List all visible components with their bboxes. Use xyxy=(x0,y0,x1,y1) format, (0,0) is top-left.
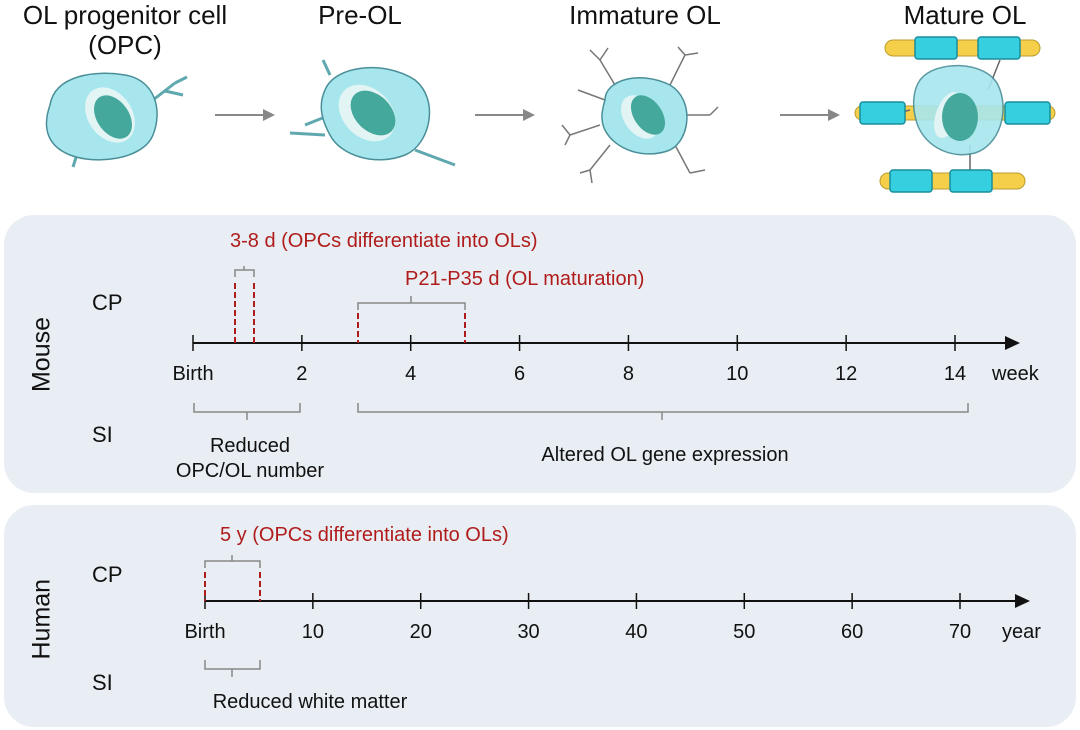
stage-title-immature-ol: Immature OL xyxy=(569,0,721,30)
nucleus xyxy=(942,93,978,141)
human-si-label: SI xyxy=(92,670,113,695)
progression-arrow-icon xyxy=(215,109,275,121)
human-tick-label: 60 xyxy=(841,621,864,643)
human-tick-label: 40 xyxy=(625,621,648,643)
nucleus xyxy=(350,90,396,136)
human-si-note-reduced: Reduced white matter xyxy=(212,691,408,713)
human-si-bracket xyxy=(204,660,261,677)
opc-cell-illustration xyxy=(45,72,188,168)
mouse-si-note-reduced-line1: Reduced xyxy=(209,435,291,457)
human-axis-arrowhead-icon xyxy=(1015,594,1030,608)
mouse-tick-label: 2 xyxy=(296,363,308,385)
mouse-tick-label: 14 xyxy=(943,363,967,385)
human-cp-label: CP xyxy=(92,562,123,587)
pre-ol-cell-illustration xyxy=(289,59,456,167)
mouse-cp-label: CP xyxy=(92,290,123,315)
mouse-axis-arrowhead-icon xyxy=(1005,336,1020,350)
nucleus xyxy=(93,95,133,139)
mouse-tick-label: 12 xyxy=(835,363,858,385)
human-tick-label: 70 xyxy=(948,621,972,643)
stage-title-opc-line1: OL progenitor cell xyxy=(22,0,228,30)
mouse-timeline-panel xyxy=(4,215,1076,493)
mouse-si-note-reduced-line2: OPC/OL number xyxy=(175,460,325,482)
myelin-sheaths xyxy=(859,36,1051,193)
human-timeline-panel xyxy=(4,505,1076,727)
mature-ol-cell-illustration xyxy=(854,36,1056,193)
process-line xyxy=(321,59,332,76)
mouse-tick-label: 4 xyxy=(405,363,417,385)
immature-ol-cell-illustration xyxy=(561,46,719,184)
human-cp-bracket xyxy=(204,555,261,568)
mouse-si-note-reduced: Reduced OPC/OL number xyxy=(150,434,350,484)
human-tick-label: Birth xyxy=(184,621,226,643)
process-line xyxy=(152,75,188,102)
stage-title-mature-ol: Mature OL xyxy=(903,0,1027,30)
mouse-cp-bracket-differentiation xyxy=(234,266,255,277)
mouse-cp-bracket-maturation xyxy=(357,296,466,310)
stage-title-opc: OL progenitor cell (OPC) xyxy=(0,0,250,60)
process-line xyxy=(414,148,456,167)
stage-title-opc-line2: (OPC) xyxy=(88,30,162,60)
branching-processes xyxy=(561,46,719,184)
mouse-si-label: SI xyxy=(92,422,113,447)
mouse-cp-note-maturation: P21-P35 d (OL maturation) xyxy=(405,268,645,290)
mouse-si-bracket-altered xyxy=(357,403,969,420)
mouse-cp-note-differentiation: 3-8 d (OPCs differentiate into OLs) xyxy=(230,230,538,252)
human-axis-unit: year xyxy=(1002,621,1041,643)
human-tick-label: 30 xyxy=(517,621,540,643)
mouse-tick-label: Birth xyxy=(172,363,214,385)
stage-title-pre-ol: Pre-OL xyxy=(318,0,402,30)
progression-arrow-icon xyxy=(780,109,840,121)
mouse-tick-label: 10 xyxy=(726,363,749,385)
mouse-si-bracket-reduced xyxy=(193,403,301,420)
human-tick-label: 50 xyxy=(733,621,756,643)
mouse-axis-unit: week xyxy=(992,363,1039,385)
nucleus xyxy=(630,95,666,135)
human-cp-note-differentiation: 5 y (OPCs differentiate into OLs) xyxy=(220,524,509,546)
mouse-tick-label: 8 xyxy=(622,363,634,385)
human-tick-label: 10 xyxy=(301,621,324,643)
human-tick-label: 20 xyxy=(409,621,432,643)
mouse-si-note-altered: Altered OL gene expression xyxy=(541,444,789,466)
progression-arrow-icon xyxy=(475,109,535,121)
mouse-tick-label: 6 xyxy=(514,363,526,385)
